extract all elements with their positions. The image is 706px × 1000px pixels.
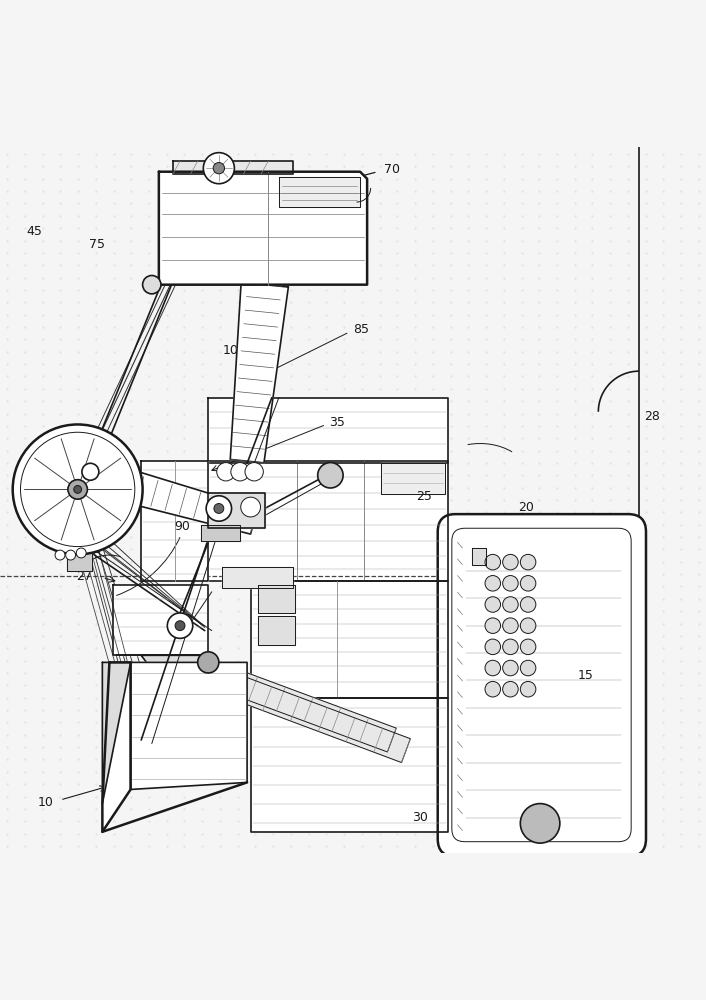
Polygon shape — [92, 461, 258, 534]
Text: 95: 95 — [252, 436, 268, 449]
Polygon shape — [258, 585, 295, 613]
Circle shape — [55, 550, 65, 560]
Circle shape — [198, 652, 219, 673]
Circle shape — [76, 548, 86, 558]
Circle shape — [503, 639, 518, 655]
Circle shape — [485, 639, 501, 655]
Circle shape — [73, 486, 82, 493]
Polygon shape — [141, 461, 208, 581]
Circle shape — [13, 424, 143, 554]
Polygon shape — [230, 282, 288, 463]
Text: 71: 71 — [179, 259, 195, 272]
Circle shape — [485, 660, 501, 676]
Text: 15: 15 — [578, 669, 594, 682]
Polygon shape — [201, 525, 240, 541]
Text: 85: 85 — [354, 323, 369, 336]
Circle shape — [485, 681, 501, 697]
Circle shape — [520, 576, 536, 591]
Circle shape — [503, 681, 518, 697]
Polygon shape — [162, 172, 258, 285]
Text: 75: 75 — [90, 238, 105, 251]
Text: 70: 70 — [384, 163, 400, 176]
Circle shape — [520, 804, 560, 843]
Circle shape — [485, 554, 501, 570]
Circle shape — [485, 618, 501, 633]
Text: 50: 50 — [76, 534, 91, 547]
Polygon shape — [208, 461, 448, 581]
Text: 28: 28 — [644, 410, 659, 423]
Text: 60: 60 — [167, 621, 183, 634]
Polygon shape — [131, 662, 247, 789]
Circle shape — [503, 660, 518, 676]
Circle shape — [241, 497, 261, 517]
Circle shape — [485, 597, 501, 612]
Circle shape — [520, 618, 536, 633]
Circle shape — [206, 496, 232, 521]
Polygon shape — [222, 567, 293, 588]
Circle shape — [217, 463, 235, 481]
Circle shape — [503, 576, 518, 591]
Text: 55: 55 — [193, 697, 209, 710]
Polygon shape — [193, 656, 396, 752]
Circle shape — [485, 576, 501, 591]
Circle shape — [68, 480, 88, 499]
Polygon shape — [279, 177, 360, 207]
Polygon shape — [141, 655, 208, 698]
Polygon shape — [251, 698, 448, 832]
Polygon shape — [258, 616, 295, 645]
Circle shape — [520, 639, 536, 655]
FancyBboxPatch shape — [438, 514, 646, 857]
Circle shape — [520, 681, 536, 697]
Circle shape — [203, 153, 234, 184]
Circle shape — [66, 550, 76, 560]
Text: 30: 30 — [412, 811, 428, 824]
Circle shape — [231, 463, 249, 481]
Polygon shape — [208, 398, 448, 463]
Circle shape — [143, 275, 161, 294]
Text: 101: 101 — [222, 344, 246, 357]
Polygon shape — [173, 161, 293, 174]
Text: 25: 25 — [416, 490, 431, 503]
Circle shape — [520, 554, 536, 570]
Polygon shape — [472, 548, 486, 565]
Circle shape — [318, 463, 343, 488]
Circle shape — [503, 618, 518, 633]
Text: 40: 40 — [321, 462, 336, 475]
Text: 27: 27 — [76, 570, 92, 583]
Polygon shape — [159, 172, 367, 285]
Polygon shape — [208, 493, 265, 528]
Text: 35: 35 — [330, 416, 345, 429]
Text: 20: 20 — [518, 501, 534, 514]
Circle shape — [82, 463, 99, 480]
Circle shape — [167, 613, 193, 638]
Circle shape — [245, 463, 263, 481]
Polygon shape — [67, 551, 92, 571]
Polygon shape — [102, 662, 131, 832]
Circle shape — [520, 597, 536, 612]
Polygon shape — [208, 666, 410, 763]
Polygon shape — [381, 463, 445, 494]
Text: 72: 72 — [296, 224, 311, 237]
Polygon shape — [251, 581, 448, 698]
Polygon shape — [102, 662, 131, 804]
Circle shape — [503, 554, 518, 570]
Text: 73: 73 — [217, 158, 232, 171]
Circle shape — [175, 621, 185, 631]
Polygon shape — [113, 585, 208, 655]
Text: 45: 45 — [26, 225, 42, 238]
Text: 90: 90 — [174, 520, 190, 533]
Circle shape — [520, 660, 536, 676]
Text: 10: 10 — [38, 796, 54, 809]
Text: 42: 42 — [50, 506, 66, 519]
Circle shape — [503, 597, 518, 612]
Circle shape — [213, 163, 225, 174]
Circle shape — [214, 504, 224, 513]
